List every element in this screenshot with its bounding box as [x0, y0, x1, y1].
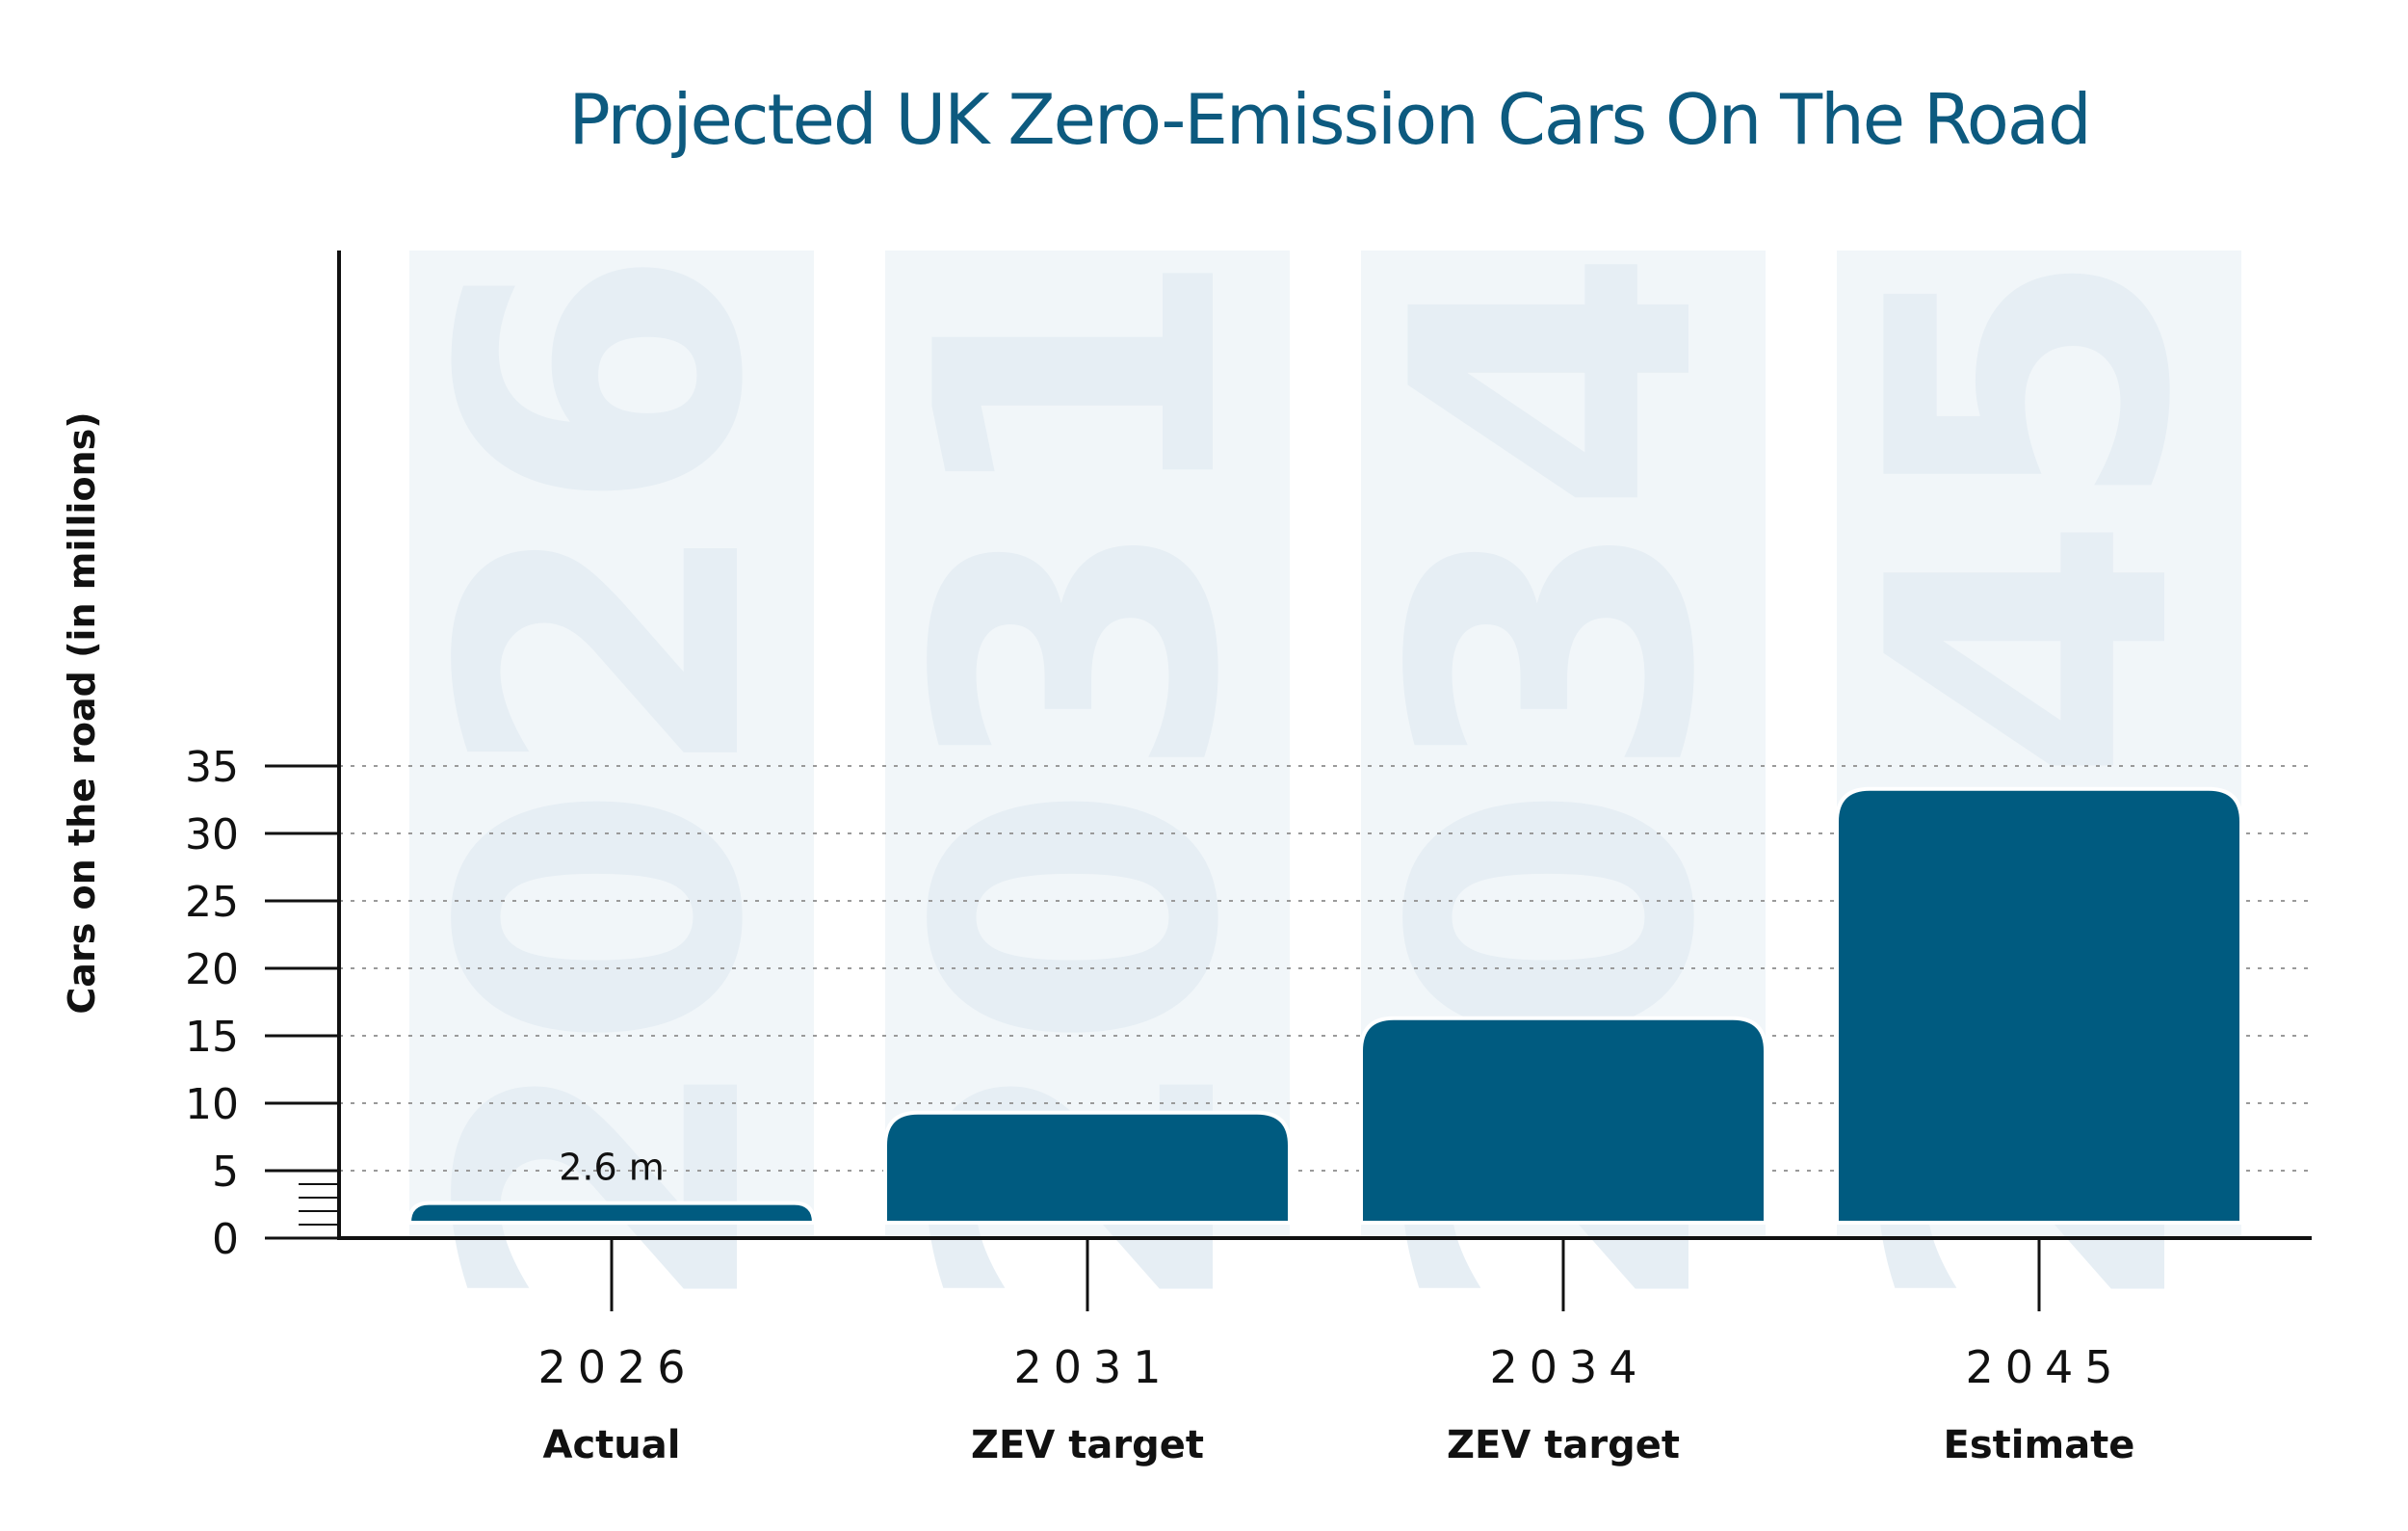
- bar-2034: [1359, 1016, 1767, 1225]
- y-tick-label: 30: [185, 810, 239, 859]
- bars: [406, 786, 2243, 1225]
- axes: [265, 251, 2312, 1311]
- labels: 0 5 10 15 20 25 30 35 2.6 m 2026 Actual 2031 ZEV tar…: [185, 743, 2134, 1467]
- bar-2026: [406, 1201, 817, 1225]
- chart-title: Projected UK Zero-Emission Cars On The R…: [568, 79, 2091, 160]
- bar-2045: [1835, 786, 2243, 1225]
- x-sublabel: ZEV target: [1447, 1423, 1680, 1467]
- y-tick-label: 15: [185, 1013, 239, 1062]
- data-label: 2.6 m: [559, 1147, 665, 1189]
- x-sublabel: ZEV target: [971, 1423, 1204, 1467]
- bar-2031: [883, 1110, 1292, 1225]
- column-background: [885, 251, 1290, 1238]
- x-category-label: 2031: [1013, 1341, 1172, 1393]
- x-category-label: 2026: [537, 1341, 696, 1393]
- x-sublabel: Actual: [543, 1423, 681, 1467]
- y-tick-label: 0: [212, 1215, 239, 1264]
- y-tick-label: 10: [185, 1080, 239, 1129]
- column-background: [409, 251, 814, 1238]
- y-tick-label: 5: [212, 1148, 239, 1197]
- x-category-label: 2045: [1965, 1341, 2124, 1393]
- y-axis-title: Cars on the road (in millions): [61, 411, 103, 1014]
- x-sublabel: Estimate: [1944, 1423, 2135, 1467]
- watermark-year: 2026: [380, 247, 828, 1319]
- y-tick-label: 20: [185, 945, 239, 994]
- x-category-label: 2034: [1489, 1341, 1648, 1393]
- y-tick-label: 35: [185, 743, 239, 792]
- y-tick-label: 25: [185, 878, 239, 927]
